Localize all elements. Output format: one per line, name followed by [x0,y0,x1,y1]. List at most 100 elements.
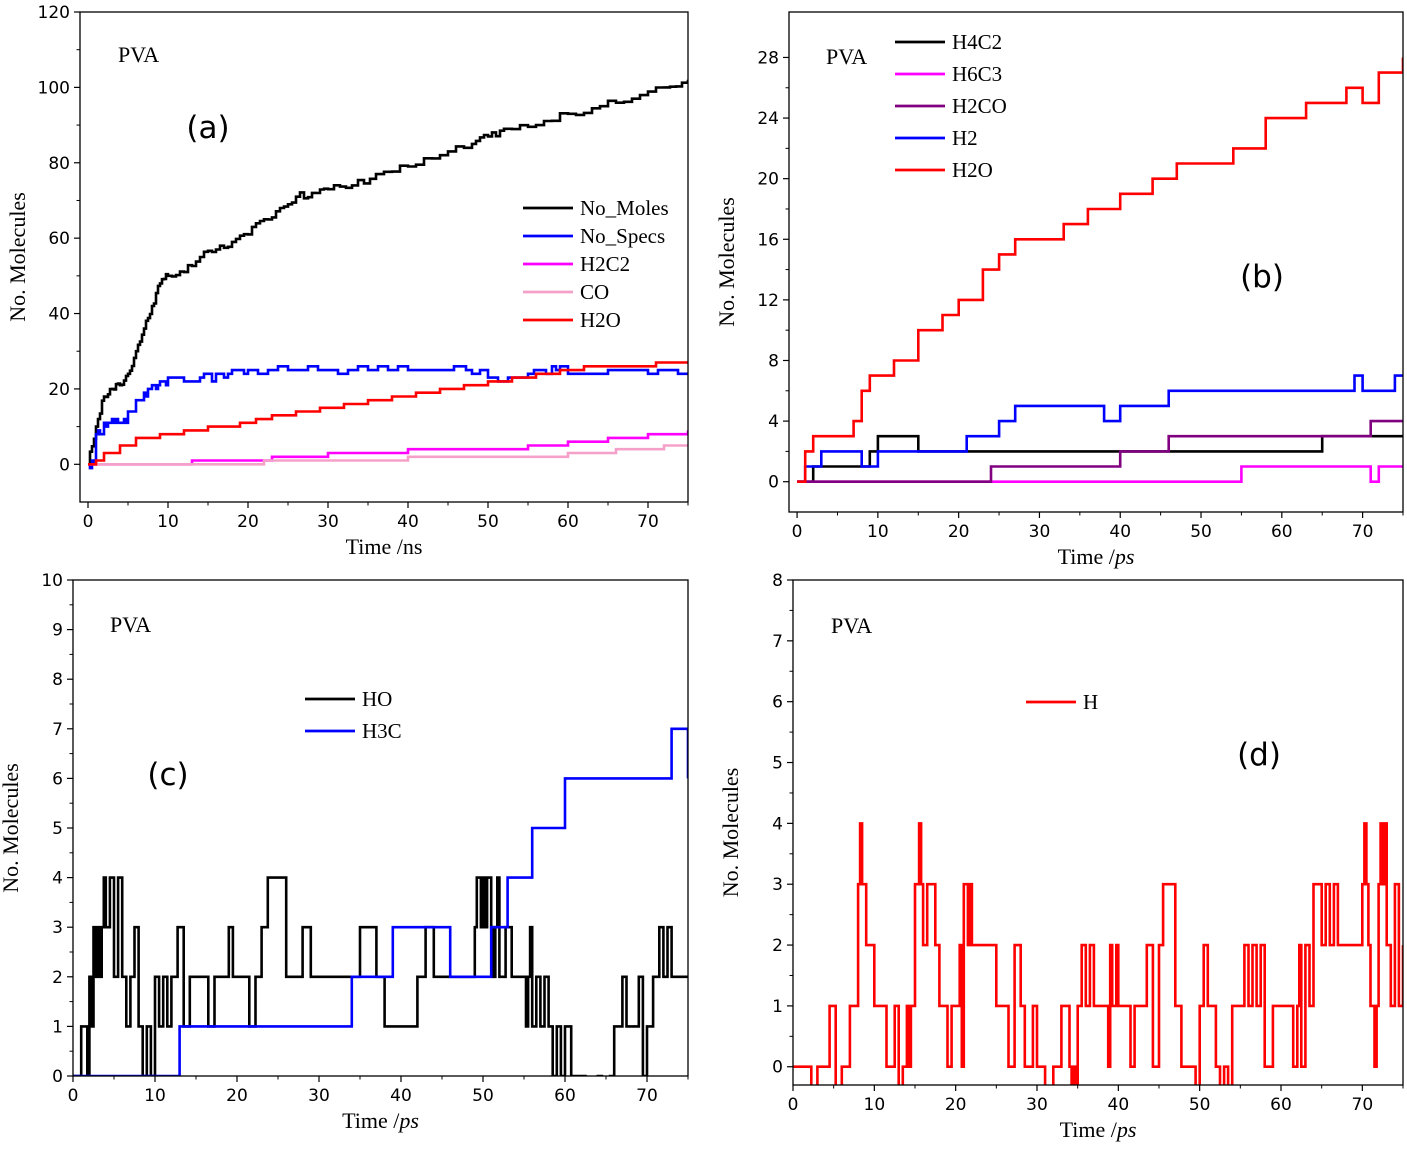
y-tick-label-d-2: 2 [772,936,783,956]
x-tick-label-a-70: 70 [637,512,659,532]
x-tick-label-a-20: 20 [237,512,259,532]
y-tick-label-b-12: 12 [757,291,779,311]
panel-label-a: (a) [186,110,229,146]
legend-label-c-h3c: H3C [362,719,402,743]
legend-label-b-h6c3: H6C3 [952,62,1002,86]
x-tick-label-c-20: 20 [226,1086,248,1106]
series-line-b-h4c2 [797,434,1403,483]
x-tick-label-c-50: 50 [472,1086,494,1106]
series-line-b-h2co [797,419,1403,483]
legend-label-b-h2: H2 [952,126,978,150]
x-tick-label-d-50: 50 [1189,1095,1211,1115]
y-tick-label-d-6: 6 [772,693,783,713]
legend-label-b-h2o: H2O [952,158,993,182]
legend-label-a-no-specs: No_Specs [580,224,665,248]
x-tick-label-c-60: 60 [554,1086,576,1106]
plot-frame-a [79,11,689,503]
x-tick-label-b-10: 10 [867,522,889,542]
y-axis-label-d: No. Molecules [718,768,743,898]
x-tick-label-c-70: 70 [636,1086,658,1106]
y-tick-label-d-8: 8 [772,571,783,591]
panel-label-d: (d) [1237,737,1281,773]
x-tick-label-d-40: 40 [1108,1095,1130,1115]
y-tick-label-a-80: 80 [48,154,70,174]
y-tick-label-c-7: 7 [52,720,63,740]
legend-label-b-h4c2: H4C2 [952,30,1002,54]
y-tick-label-b-20: 20 [757,170,779,190]
y-tick-label-c-6: 6 [52,769,63,789]
x-tick-label-d-60: 60 [1270,1095,1292,1115]
annotation-c: PVA [110,612,151,637]
x-tick-label-a-60: 60 [557,512,579,532]
y-tick-label-c-1: 1 [52,1017,63,1037]
x-axis-label-c: Time /ps [342,1108,419,1133]
y-tick-label-a-120: 120 [38,3,70,23]
y-tick-label-a-40: 40 [48,305,70,325]
series-group-b [797,57,1403,483]
y-tick-label-a-0: 0 [59,455,70,475]
y-axis-label-b: No. Molecules [714,197,739,327]
series-group-c [73,727,688,1076]
y-tick-label-c-3: 3 [52,918,63,938]
annotation-d: PVA [831,613,872,638]
y-tick-label-c-4: 4 [52,869,63,889]
y-tick-label-d-0: 0 [772,1058,783,1078]
annotation-a: PVA [118,42,159,67]
panel-d: 0 10 20 30 40 50 60 70 0 1 2 3 4 5 6 7 8 Time /ps No. Mole… [718,571,1404,1142]
x-tick-label-b-70: 70 [1352,522,1374,542]
x-tick-label-d-30: 30 [1026,1095,1048,1115]
y-tick-label-d-1: 1 [772,997,783,1017]
y-tick-label-b-24: 24 [757,109,779,129]
x-axis-label-b: Time /ps [1058,544,1135,569]
x-tick-label-a-50: 50 [477,512,499,532]
x-tick-label-b-50: 50 [1190,522,1212,542]
legend-d: H [1026,690,1098,714]
x-tick-label-a-40: 40 [397,512,419,532]
y-axis-label-a: No. Molecules [5,192,30,322]
y-tick-label-c-9: 9 [52,621,63,641]
y-tick-label-a-60: 60 [48,229,70,249]
x-tick-label-a-10: 10 [157,512,179,532]
series-line-b-h2 [797,374,1403,483]
legend-label-a-h2c2: H2C2 [580,252,630,276]
panel-c: 0 10 20 30 40 50 60 70 0 1 2 3 4 5 6 7 8 9 10 Time /ps No. M… [0,571,689,1133]
legend-a: No_Moles No_Specs H2C2 CO H2O [523,196,669,332]
series-line-a-no-specs [88,365,688,470]
legend-label-a-no-moles: No_Moles [580,196,669,220]
x-tick-label-d-10: 10 [864,1095,886,1115]
legend-label-b-h2co: H2CO [952,94,1007,118]
legend-label-c-ho: HO [362,687,392,711]
panel-a: 0 10 20 30 40 50 60 70 0 20 40 60 80 100 120 Time /ns No… [5,3,689,559]
y-tick-label-a-20: 20 [48,380,70,400]
x-tick-label-a-30: 30 [317,512,339,532]
legend-label-a-co: CO [580,280,609,304]
x-tick-label-b-0: 0 [792,522,803,542]
series-line-c-ho [73,876,688,1076]
panel-label-c: (c) [147,757,188,793]
y-tick-label-b-28: 28 [757,48,779,68]
panel-b: 0 10 20 30 40 50 60 70 0 4 8 12 16 20 24 28 Time /ps No. … [714,11,1404,569]
series-line-b-h6c3 [797,465,1403,483]
x-tick-label-b-40: 40 [1109,522,1131,542]
x-tick-label-b-20: 20 [948,522,970,542]
y-tick-label-c-2: 2 [52,968,63,988]
series-line-a-h2c2 [88,430,688,466]
series-group-a [88,79,688,470]
x-tick-label-d-0: 0 [788,1095,799,1115]
y-axis-label-c: No. Molecules [0,763,23,893]
y-tick-label-a-100: 100 [38,78,70,98]
series-line-c-h3c [73,727,688,1076]
x-tick-label-d-70: 70 [1352,1095,1374,1115]
x-tick-label-c-40: 40 [390,1086,412,1106]
x-tick-label-c-10: 10 [144,1086,166,1106]
x-tick-label-d-20: 20 [945,1095,967,1115]
y-tick-label-b-16: 16 [757,230,779,250]
x-tick-label-b-30: 30 [1029,522,1051,542]
legend-label-d-h: H [1083,690,1098,714]
plot-frame-b [788,11,1404,513]
panel-label-b: (b) [1240,259,1284,295]
series-line-a-no-moles [88,79,688,466]
x-axis-label-a: Time /ns [346,534,423,559]
x-tick-label-c-0: 0 [68,1086,79,1106]
